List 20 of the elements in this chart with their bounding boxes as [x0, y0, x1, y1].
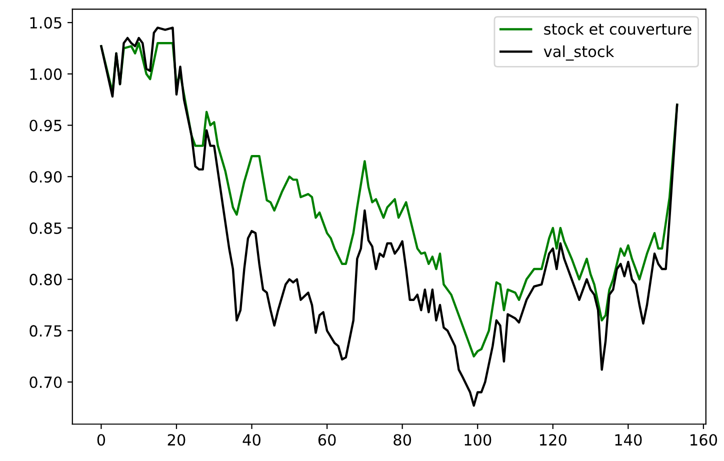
y-tick-label: 0.75 — [30, 325, 62, 337]
legend-label: val_stock — [544, 45, 614, 61]
y-tick-label: 1.00 — [30, 68, 62, 80]
x-tick-label: 160 — [690, 434, 718, 446]
x-tick-label: 0 — [97, 434, 106, 446]
x-tick-label: 100 — [464, 434, 492, 446]
legend-label: stock et couverture — [544, 22, 692, 35]
x-tick-label: 60 — [318, 434, 336, 446]
y-tick-label: 0.95 — [30, 120, 62, 132]
x-tick-label: 20 — [168, 434, 186, 446]
x-tick-label: 140 — [615, 434, 642, 446]
y-tick-label: 0.80 — [30, 274, 62, 286]
line-series — [100, 42, 678, 358]
x-tick-label: 80 — [394, 434, 412, 446]
y-tick-label: 0.90 — [30, 171, 62, 183]
y-tick-label: 0.70 — [30, 376, 62, 388]
y-tick-label: 0.85 — [30, 222, 62, 234]
x-tick-label: 120 — [540, 434, 566, 446]
y-tick-label: 1.05 — [30, 17, 62, 29]
x-tick-label: 40 — [242, 434, 260, 446]
